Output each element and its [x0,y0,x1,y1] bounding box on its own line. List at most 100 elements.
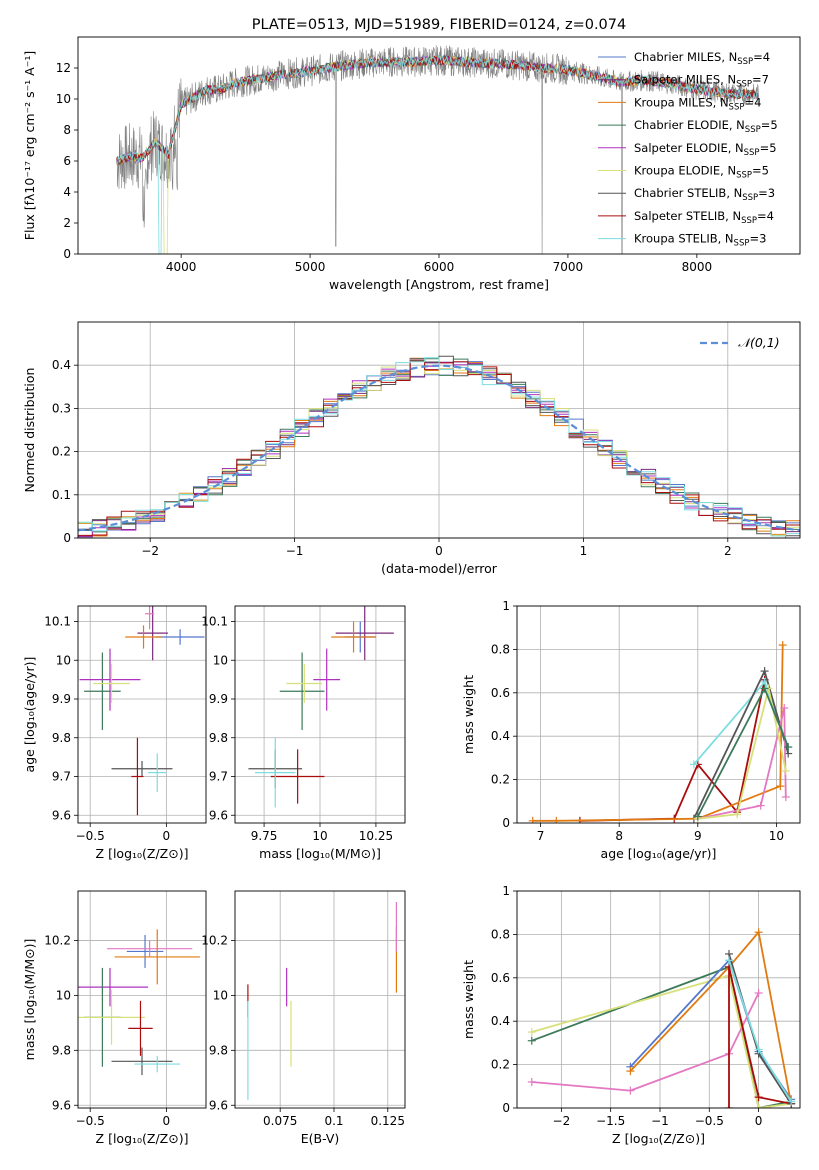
mass-weight-marker-kroupa_miles [528,816,537,823]
x-tick-label: −0.5 [76,1114,105,1128]
legend-entry: Chabrier ELODIE, NSSP=5 [634,118,778,135]
histogram-kroupa_stelib [78,357,800,537]
x-axis-label: E(B-V) [301,1131,340,1146]
legend-entry-sub: SSP [737,57,753,67]
y-tick-label: 9.8 [52,731,71,745]
y-axis-label: Normed distribution [22,368,37,493]
y-tick-label: 0 [502,816,510,830]
y-tick-label: 12 [56,61,71,75]
y-tick-label: 0.4 [491,729,510,743]
y-tick-label: 0 [63,247,71,261]
legend-entry-sub: SSP [745,125,761,135]
mass-weight-line-kroupa_miles [532,645,784,822]
y-tick-label: 10 [56,92,71,106]
chart-title: PLATE=0513, MJD=51989, FIBERID=0124, z=0… [252,17,626,33]
x-axis-label: Z [log₁₀(Z/Z⊙)] [612,1131,705,1146]
mass-weight-marker-kroupa_stelib [754,1045,763,1054]
legend-entry-sub: SSP [729,102,745,112]
legend-entry: 𝒩(0,1) [738,335,780,350]
x-tick-label: −2 [553,1114,571,1128]
mass-weight-line-kroupa_elodie [531,974,792,1108]
y-tick-label: 9.6 [209,808,228,822]
y-tick-label: 10 [56,988,71,1002]
y-tick-label: 6 [63,154,71,168]
y-tick-label: 10 [56,653,71,667]
x-tick-label: 8000 [682,260,713,274]
x-axis-label: wavelength [Angstrom, rest frame] [329,277,549,292]
x-tick-label: 10 [769,829,784,843]
y-axis-label: mass weight [461,960,476,1039]
x-tick-label: 7000 [553,260,584,274]
y-tick-label: 0.8 [491,642,510,656]
x-axis-label: age [log₁₀(age/yr)] [601,846,717,861]
y-tick-label: 0.4 [52,358,71,372]
plot-area [527,928,796,1108]
mass-weight-marker-pink_accent [780,703,789,712]
y-axis-label: mass weight [461,675,476,754]
y-tick-label: 10 [213,653,228,667]
plot-area [248,606,394,808]
legend-entry-name: Salpeter ELODIE, N [634,141,744,155]
y-tick-label: 9.8 [52,1043,71,1057]
mass-weight-line-kroupa_elodie [697,688,787,820]
mass-weight-marker-salpeter_stelib [725,1104,734,1108]
x-tick-label: 0.125 [371,1114,405,1128]
legend-entry: Salpeter STELIB, NSSP=4 [634,209,774,226]
histogram-kroupa_elodie [78,359,800,536]
legend-entry: Kroupa MILES, NSSP=4 [634,95,761,112]
mass-weight-line-pink_accent [697,707,787,820]
y-axis-label: age [log₁₀(age/yr)] [22,657,37,773]
x-tick-label: 9.75 [251,829,278,843]
mass-weight-line-salpeter_stelib [728,966,792,1108]
mass-weight-marker-pink_accent [781,792,790,801]
mass-weight-line-pink_accent [531,992,760,1092]
x-tick-label: 5000 [295,260,326,274]
mass-weight-line-salpeter_stelib [579,679,766,822]
mass-weight-marker-kroupa_elodie [781,766,790,775]
x-tick-label: 0 [755,1114,763,1128]
y-tick-label: 2 [63,216,71,230]
y-tick-label: 10.1 [201,615,228,629]
axes-frame [234,890,406,1109]
chart-spectrum: 4000 5000 6000 7000 8000 0 2 4 6 8 10 12 wavelength … [22,17,801,292]
chart-mw_vs_age: 7 8 9 10 0 0.2 0.4 0.6 0.8 1 age [log₁₀(age/yr)] ma… [461,599,801,861]
plot-area [79,606,205,816]
y-tick-label: 9.8 [209,1043,228,1057]
legend: 𝒩(0,1) [700,335,780,350]
y-tick-label: 9.6 [52,808,71,822]
mass-weight-marker-kroupa_miles [626,1067,635,1076]
mass-weight-marker-kroupa_stelib [725,956,734,965]
x-tick-label: −0.5 [76,829,105,843]
x-axis-label: (data-model)/error [381,561,498,576]
y-tick-label: 0.3 [52,401,71,415]
chart-residuals: −2 −1 0 1 2 0 0.1 0.2 0.3 0.4 (data-model)/error No… [22,321,801,576]
mass-weight-marker-kroupa_miles [552,816,561,823]
mass-weight-marker-kroupa_miles [754,928,763,937]
mass-weight-marker-chabrier_elodie [693,812,702,821]
legend-entry-name: Kroupa MILES, N [634,95,729,109]
x-axis-label: Z [log₁₀(Z/Z⊙)] [96,1131,189,1146]
axes-frame [516,605,801,824]
mass-weight-marker-kroupa_miles [778,641,787,650]
mass-weight-marker-kroupa_elodie [527,1028,536,1037]
y-tick-label: 10.2 [201,933,228,947]
chart-age_vs_mass: 9.75 10 10.25 9.6 9.7 9.8 9.9 10 10.1 mass [log₁₀… [201,605,406,861]
x-tick-label: 6000 [424,260,455,274]
x-axis-label: mass [log₁₀(M/M⊙)] [259,846,381,861]
plot-area [116,45,759,254]
y-tick-label: 0.4 [491,1014,510,1028]
legend-entry-name: Kroupa ELODIE, N [634,164,736,178]
x-tick-label: 4000 [166,260,197,274]
mass-weight-line-chabrier_stelib [728,953,792,1105]
legend-entry-sub: SSP [744,148,760,158]
spectrum-data-line [116,45,759,254]
y-tick-label: 0.2 [52,445,71,459]
legend-entry-sub: SSP [736,80,752,90]
y-tick-label: 0.8 [491,927,510,941]
legend-entry-name: Salpeter STELIB, N [634,209,741,223]
x-tick-label: 10.25 [359,829,393,843]
histogram-chabrier_elodie [78,358,800,533]
x-tick-label: 2 [724,544,732,558]
mass-weight-marker-pink_accent [756,801,765,810]
